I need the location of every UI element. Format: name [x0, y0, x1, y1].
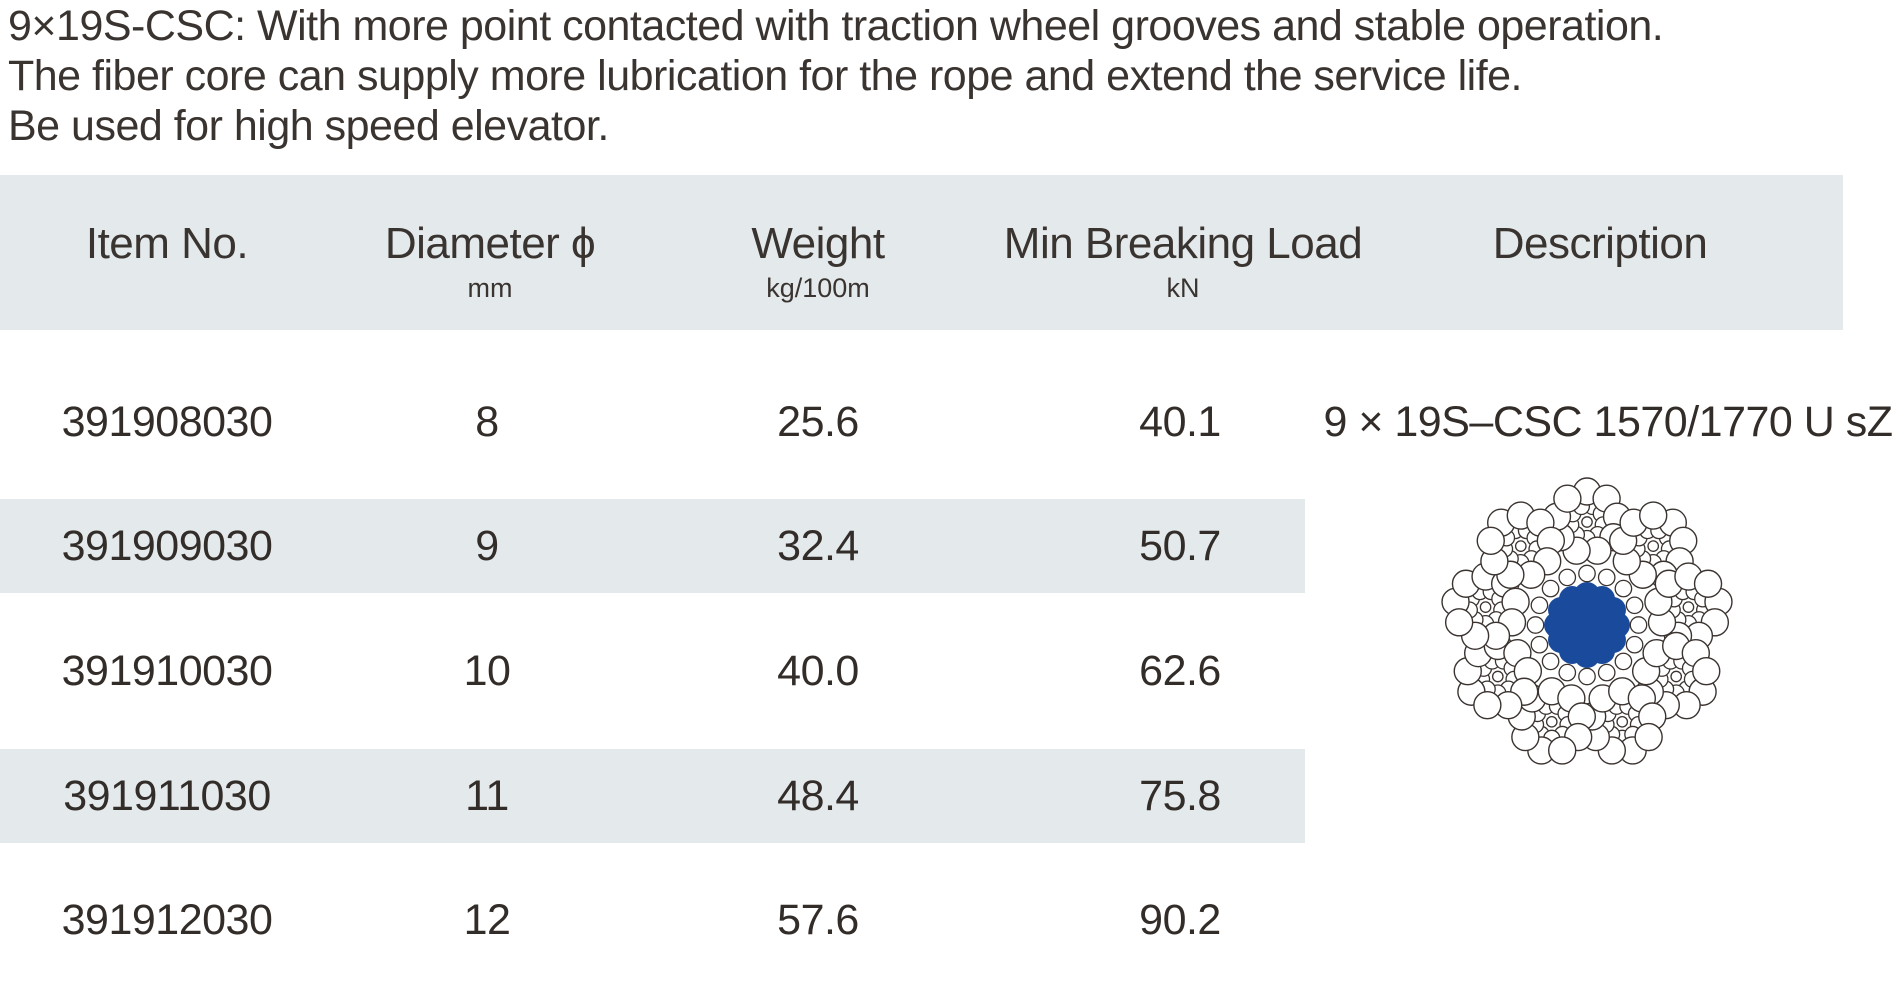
cell-item-no: 391910030: [61, 647, 273, 695]
column-unit: kg/100m: [766, 273, 870, 303]
column-header-item-no: Item No.: [85, 175, 249, 268]
column-header-diameter: Diameter ϕ mm: [384, 175, 596, 303]
column-header-min-breaking-load: Min Breaking Load kN: [1003, 175, 1363, 303]
rope-cross-section-diagram: [1441, 477, 1733, 765]
column-label: Weight: [751, 219, 885, 268]
cell-diameter: 8: [475, 398, 499, 446]
column-label: Diameter ϕ: [384, 219, 596, 268]
column-unit: kN: [1166, 273, 1200, 303]
cell-item-no: 391912030: [61, 896, 273, 944]
cell-min-breaking-load: 40.1: [1139, 398, 1221, 446]
cell-min-breaking-load: 50.7: [1139, 522, 1221, 570]
cell-weight: 25.6: [777, 398, 859, 446]
column-header-description: Description: [1493, 175, 1708, 266]
cell-weight: 57.6: [777, 896, 859, 944]
column-label: Item No.: [85, 219, 249, 268]
cell-min-breaking-load: 90.2: [1139, 896, 1221, 944]
table-row: 391911030 11 48.4 75.8: [0, 749, 1305, 843]
table-row: 391910030 10 40.0 62.6: [0, 624, 1305, 718]
rope-designation-text: 9 × 19S–CSC 1570/1770 U sZ: [1323, 398, 1893, 446]
intro-line-3: Be used for high speed elevator.: [8, 102, 609, 150]
cell-diameter: 10: [463, 647, 511, 695]
intro-line-1: 9×19S-CSC: With more point contacted wit…: [8, 2, 1664, 50]
cell-min-breaking-load: 62.6: [1139, 647, 1221, 695]
table-row: 391908030 8 25.6 40.1: [0, 375, 1305, 469]
table-row: 391909030 9 32.4 50.7: [0, 499, 1305, 593]
cell-weight: 32.4: [777, 522, 859, 570]
product-intro: 9×19S-CSC: With more point contacted wit…: [8, 1, 1664, 151]
cell-diameter: 12: [463, 896, 511, 944]
cell-item-no: 391908030: [61, 398, 273, 446]
intro-line-2: The fiber core can supply more lubricati…: [8, 52, 1523, 100]
cell-weight: 48.4: [777, 772, 859, 820]
cell-min-breaking-load: 75.8: [1139, 772, 1221, 820]
cell-item-no: 391911030: [63, 772, 271, 820]
column-header-weight: Weight kg/100m: [751, 175, 885, 303]
column-label: Min Breaking Load: [1003, 219, 1363, 268]
table-header-band: Item No. Diameter ϕ mm Weight kg/100m Mi…: [0, 175, 1843, 330]
column-label: Description: [1492, 219, 1708, 268]
cell-item-no: 391909030: [61, 522, 273, 570]
cell-diameter: 9: [475, 522, 499, 570]
column-unit: mm: [467, 273, 513, 303]
cell-diameter: 11: [465, 772, 509, 820]
table-row: 391912030 12 57.6 90.2: [0, 873, 1305, 967]
cell-weight: 40.0: [777, 647, 859, 695]
